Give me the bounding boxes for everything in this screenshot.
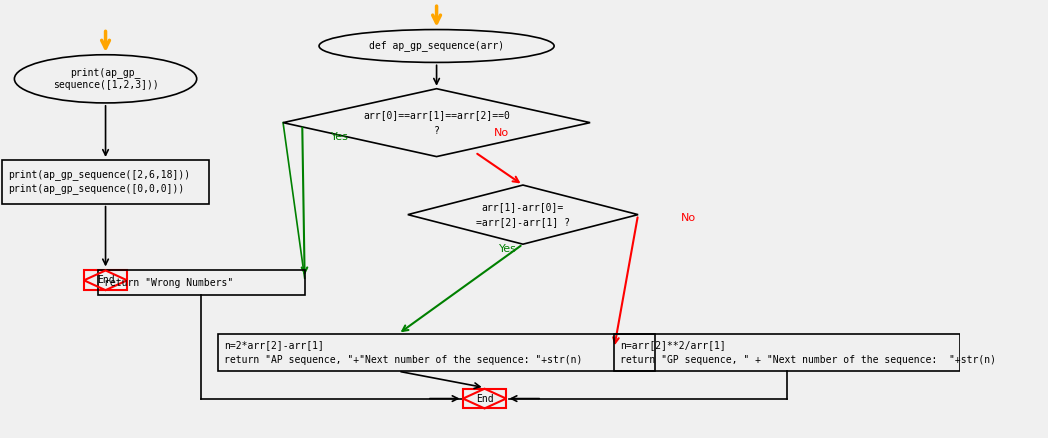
- Bar: [218, 334, 655, 371]
- Text: def ap_gp_sequence(arr): def ap_gp_sequence(arr): [369, 41, 504, 51]
- Text: End: End: [476, 394, 494, 403]
- Text: print(ap_gp_
sequence([1,2,3])): print(ap_gp_ sequence([1,2,3])): [52, 67, 158, 90]
- Text: No: No: [495, 128, 509, 138]
- Text: return "GP sequence, " + "Next number of the sequence:  "+str(n): return "GP sequence, " + "Next number of…: [619, 355, 996, 364]
- Text: print(ap_gp_sequence([2,6,18])): print(ap_gp_sequence([2,6,18])): [8, 170, 191, 180]
- Text: ?: ?: [434, 126, 439, 135]
- Bar: [463, 389, 506, 408]
- Bar: [2, 160, 209, 204]
- Text: arr[0]==arr[1]==arr[2]==0: arr[0]==arr[1]==arr[2]==0: [364, 110, 510, 120]
- Text: print(ap_gp_sequence([0,0,0])): print(ap_gp_sequence([0,0,0])): [8, 184, 184, 194]
- Text: End: End: [96, 276, 114, 285]
- Text: =arr[2]-arr[1] ?: =arr[2]-arr[1] ?: [476, 218, 570, 227]
- Text: return "AP sequence, "+"Next number of the sequence: "+str(n): return "AP sequence, "+"Next number of t…: [224, 355, 583, 364]
- Bar: [614, 334, 960, 371]
- Text: Yes: Yes: [331, 132, 349, 142]
- Text: No: No: [681, 213, 696, 223]
- Text: return "Wrong Numbers": return "Wrong Numbers": [104, 278, 234, 287]
- Bar: [84, 271, 127, 290]
- Bar: [99, 271, 305, 295]
- Text: n=arr[2]**2/arr[1]: n=arr[2]**2/arr[1]: [619, 341, 725, 350]
- Text: Yes: Yes: [499, 244, 517, 254]
- Text: arr[1]-arr[0]=: arr[1]-arr[0]=: [482, 202, 564, 212]
- Text: n=2*arr[2]-arr[1]: n=2*arr[2]-arr[1]: [224, 341, 324, 350]
